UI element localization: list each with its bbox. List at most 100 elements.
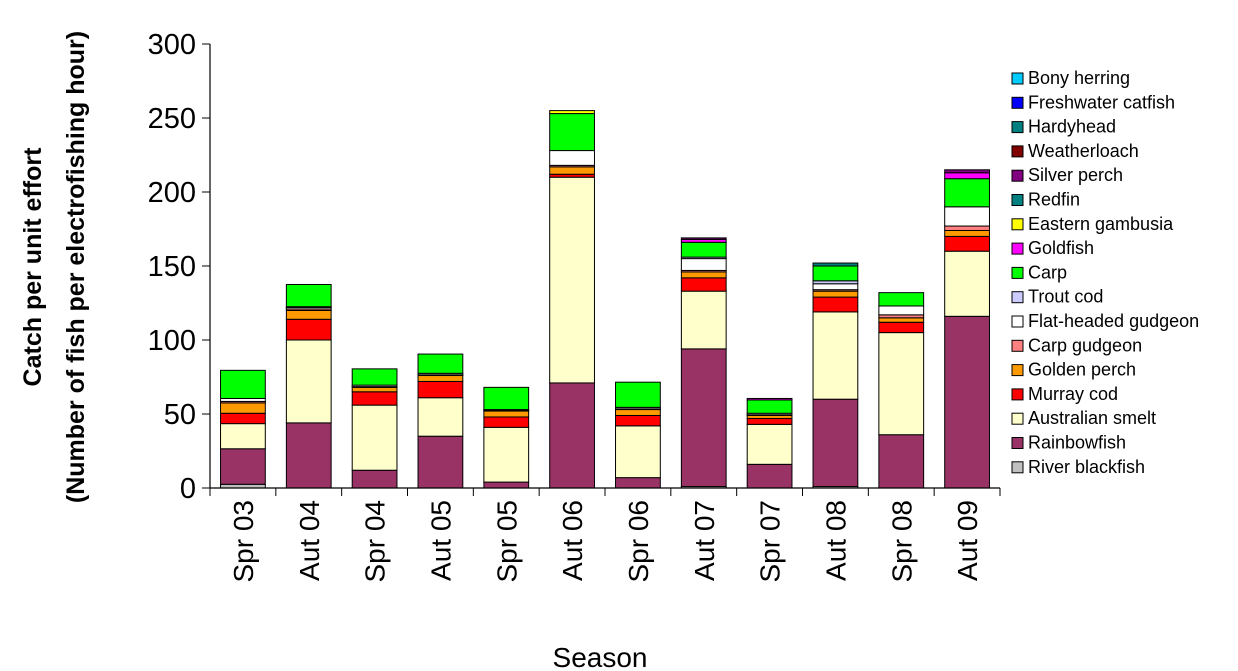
bar-segment [417,380,464,399]
bar-segment [812,290,859,298]
y-axis-title: Catch per unit effort (Number of fish pe… [19,31,90,503]
legend-swatch [1011,437,1024,449]
bar-segment [483,481,530,489]
x-tick-label: Spr 05 [491,500,522,583]
y-tick-label: 200 [148,177,196,209]
y-tick-label: 250 [148,103,196,135]
bar-segment [680,271,727,279]
bar-segment [615,414,661,427]
legend-swatch [1011,339,1024,352]
x-tick-label: Aut 07 [689,500,720,581]
bar-segment [680,241,727,258]
bar-segment [351,391,398,406]
bar-segment [549,110,595,115]
bar-segment [944,178,990,208]
y-axis-title-line-1: Catch per unit effort [19,147,47,387]
bar-segment [812,265,859,282]
bar-segment [944,225,990,231]
bars [220,110,990,489]
bar-segment [680,348,727,488]
y-tick-label: 100 [148,325,196,357]
bar-segment [680,237,727,240]
bar-segment [549,166,595,175]
x-tick-label: Spr 08 [886,500,917,583]
bar-segment [944,206,990,227]
legend-label: Bony herring [1028,68,1130,88]
bar-segment [351,368,398,386]
legend-swatch [1011,96,1024,109]
bar-segment [680,290,727,350]
bar-segment [944,169,990,174]
legend-label: Redfin [1028,190,1080,210]
bar-segment [351,386,398,393]
legend-label: Golden perch [1028,360,1136,380]
bar-segment [680,258,727,271]
legend-swatch [1011,291,1024,304]
legend-swatch [1011,242,1024,255]
bar-segment [549,113,595,152]
legend-label: River blackfish [1028,457,1145,477]
x-tick-label: Spr 04 [360,500,391,583]
x-tick-label: Aut 04 [294,500,325,581]
y-axis-ticks: 0 50 100 150 200 250 300 [148,29,210,505]
bar-segment [615,381,661,408]
legend-swatch [1011,169,1024,182]
bar-segment [417,397,464,437]
legend-swatch [1011,72,1024,85]
bar-segment [812,398,859,488]
bar-segment [220,369,266,399]
x-axis-title: Season [553,642,648,671]
bar-segment [746,417,793,425]
legend-swatch [1011,145,1024,158]
legend-swatch [1011,364,1024,377]
y-tick-label: 150 [148,251,196,283]
y-tick-label: 300 [148,29,196,61]
bar-segment [615,409,661,416]
bar-segment [549,176,595,384]
bar-segment [944,235,990,252]
legend-label: Australian smelt [1028,408,1156,428]
bar-segment [812,311,859,400]
bar-segment [878,317,925,323]
bar-segment [351,469,398,489]
legend-swatch [1011,388,1024,401]
x-tick-label: Spr 03 [228,500,259,583]
legend-label: Carp gudgeon [1028,335,1142,355]
bar-segment [549,150,595,166]
legend-swatch [1011,218,1024,231]
bar-segment [483,416,530,428]
bar-segment [878,321,925,334]
x-tick-label: Aut 05 [425,500,456,581]
x-tick-label: Aut 06 [557,500,588,581]
legend-label: Carp [1028,262,1067,282]
bar-segment [483,426,530,483]
bar-segment [220,412,266,425]
bar-segment [285,422,332,489]
bar-segment [220,448,266,485]
bar-segment [812,262,859,267]
legend-swatch [1011,461,1024,474]
bar-segment [944,315,990,489]
bar-segment [812,296,859,313]
bar-segment [746,463,793,489]
legend-label: Hardyhead [1028,117,1116,137]
bar-segment [417,435,464,489]
legend-swatch [1011,315,1024,328]
legend: Bony herring Freshwater catfish Hardyhead W… [1011,68,1199,477]
bar-segment [944,250,990,317]
bar-segment [615,477,661,489]
x-tick-label: Spr 07 [755,500,786,583]
bar-segment [944,229,990,237]
legend-swatch [1011,266,1024,279]
bar-segment [483,410,530,418]
bar-segment [285,309,332,320]
bar-segment [549,382,595,489]
y-tick-label: 50 [164,399,196,431]
legend-label: Eastern gambusia [1028,214,1174,234]
legend-label: Goldfish [1028,238,1094,258]
legend-swatch [1011,194,1024,206]
y-axis-title-line-2: (Number of fish per electrofishing hour) [62,31,90,503]
legend-label: Weatherloach [1028,141,1139,161]
legend-label: Flat-headed gudgeon [1028,311,1199,331]
legend-label: Silver perch [1028,165,1123,185]
